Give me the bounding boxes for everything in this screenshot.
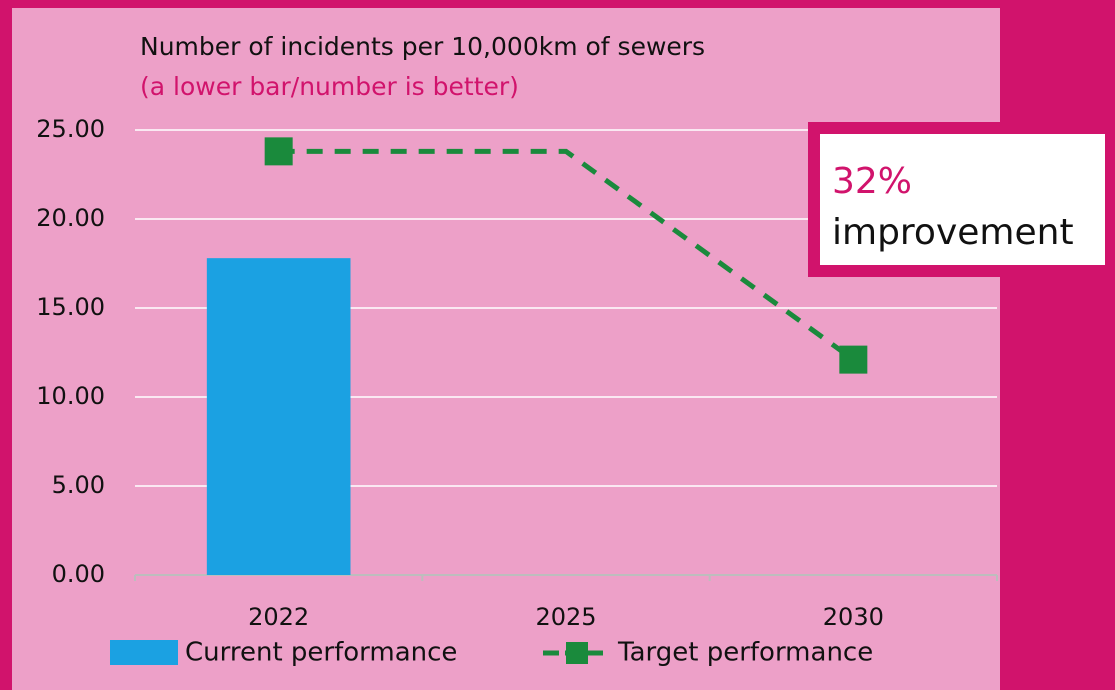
- y-tick-label: 15.00: [36, 293, 105, 321]
- line-marker: [264, 137, 293, 166]
- x-tick-label: 2025: [535, 603, 596, 631]
- chart-title: Number of incidents per 10,000km of sewe…: [140, 32, 705, 61]
- y-tick-label: 20.00: [36, 204, 105, 232]
- chart-subtitle: (a lower bar/number is better): [140, 72, 519, 101]
- y-tick-label: 10.00: [36, 382, 105, 410]
- legend-label: Target performance: [617, 638, 873, 668]
- annotation-text: improvement: [832, 212, 1074, 253]
- line-marker: [839, 345, 868, 374]
- annotation-value: 32%: [832, 161, 912, 202]
- line: [278, 148, 855, 362]
- legend-label: Current performance: [185, 638, 457, 668]
- x-tick-label: 2022: [248, 603, 309, 631]
- y-tick-label: 0.00: [52, 560, 105, 588]
- annotation-box: [820, 134, 1105, 265]
- y-tick-label: 5.00: [52, 471, 105, 499]
- x-tick-label: 2030: [823, 603, 884, 631]
- y-tick-label: 25.00: [36, 115, 105, 143]
- bar: [206, 258, 351, 575]
- legend-swatch-marker: [566, 642, 588, 664]
- legend-swatch: [110, 640, 178, 665]
